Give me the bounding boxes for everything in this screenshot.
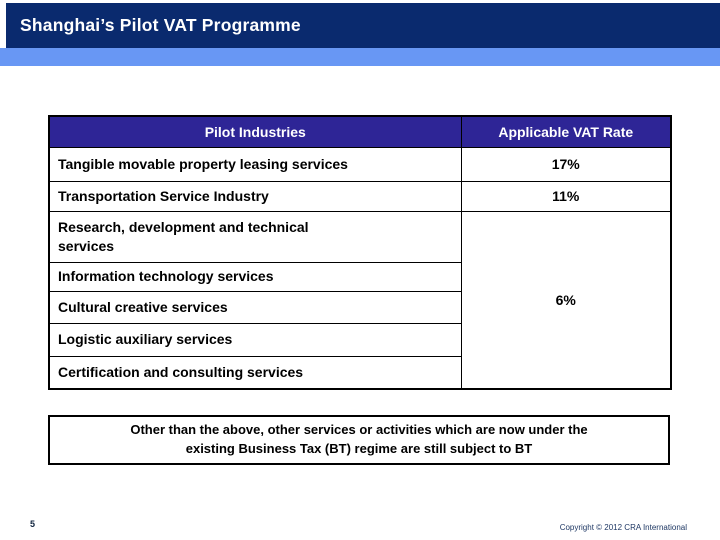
- table-row: Transportation Service Industry 11%: [48, 180, 672, 212]
- note-line-1: Other than the above, other services or …: [130, 422, 588, 438]
- title-bar: Shanghai’s Pilot VAT Programme: [6, 3, 720, 48]
- industry-cell: Cultural creative services: [48, 290, 462, 324]
- vat-rate-table: Pilot Industries Applicable VAT Rate Tan…: [48, 115, 672, 390]
- page-number: 5: [30, 519, 36, 529]
- table-row: Cultural creative services: [48, 290, 671, 324]
- rate-cell-merged: 6%: [460, 210, 672, 390]
- industry-cell: Research, development and technical serv…: [48, 210, 462, 263]
- copyright-text: Copyright © 2012 CRA International: [559, 523, 687, 532]
- note-box: Other than the above, other services or …: [48, 415, 670, 465]
- col-header-vat-rate: Applicable VAT Rate: [460, 115, 672, 148]
- rate-cell: 17%: [460, 146, 672, 182]
- slide-title: Shanghai’s Pilot VAT Programme: [20, 15, 301, 35]
- industry-cell: Certification and consulting services: [48, 355, 462, 390]
- col-header-pilot-industries: Pilot Industries: [48, 115, 462, 148]
- accent-bar: [0, 48, 720, 66]
- table-row: Research, development and technical serv…: [48, 210, 672, 390]
- note-line-2: existing Business Tax (BT) regime are st…: [185, 441, 533, 456]
- industry-cell: Transportation Service Industry: [48, 180, 462, 212]
- table-header-row: Pilot Industries Applicable VAT Rate: [48, 115, 672, 148]
- industry-cell: Logistic auxiliary services: [48, 322, 462, 357]
- industry-cell: Tangible movable property leasing servic…: [48, 146, 462, 182]
- table-row: Tangible movable property leasing servic…: [48, 146, 672, 182]
- table-row: Information technology services: [48, 261, 671, 292]
- table-row: Certification and consulting services: [48, 355, 671, 390]
- rate-cell: 11%: [460, 180, 672, 212]
- industry-cell: Information technology services: [48, 261, 462, 292]
